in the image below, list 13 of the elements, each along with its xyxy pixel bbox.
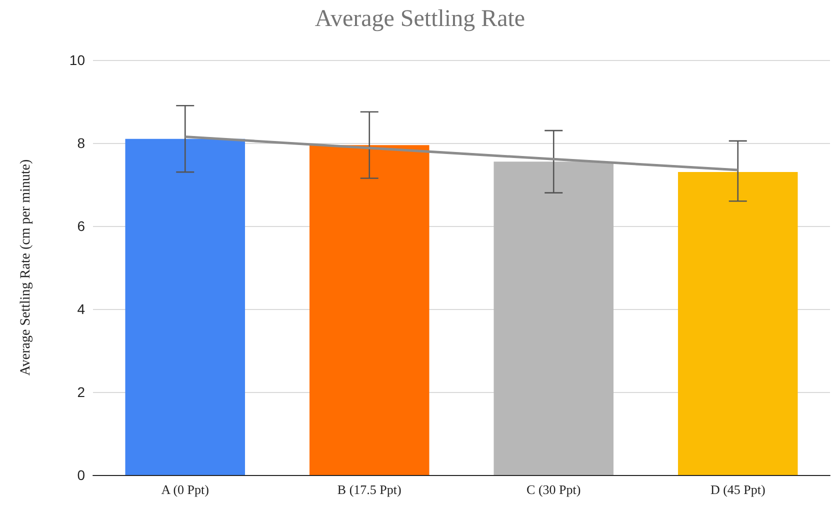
y-tick-label: 4 xyxy=(77,301,86,317)
y-tick-label: 10 xyxy=(69,52,86,68)
line-series xyxy=(184,136,740,172)
x-tick-label: A (0 Ppt) xyxy=(161,482,209,497)
chart-title: Average Settling Rate xyxy=(314,6,526,32)
x-tick-label: D (45 Ppt) xyxy=(710,482,766,497)
x-tick-label: C (30 Ppt) xyxy=(526,482,581,497)
y-axis-title: Average Settling Rate (cm per minute) xyxy=(18,159,34,376)
x-tick-label: B (17.5 Ppt) xyxy=(337,482,402,497)
y-tick-label: 0 xyxy=(77,467,86,483)
y-tick-label: 2 xyxy=(77,384,86,400)
y-tick-label: 6 xyxy=(77,218,86,234)
y-tick-label: 8 xyxy=(77,135,86,151)
